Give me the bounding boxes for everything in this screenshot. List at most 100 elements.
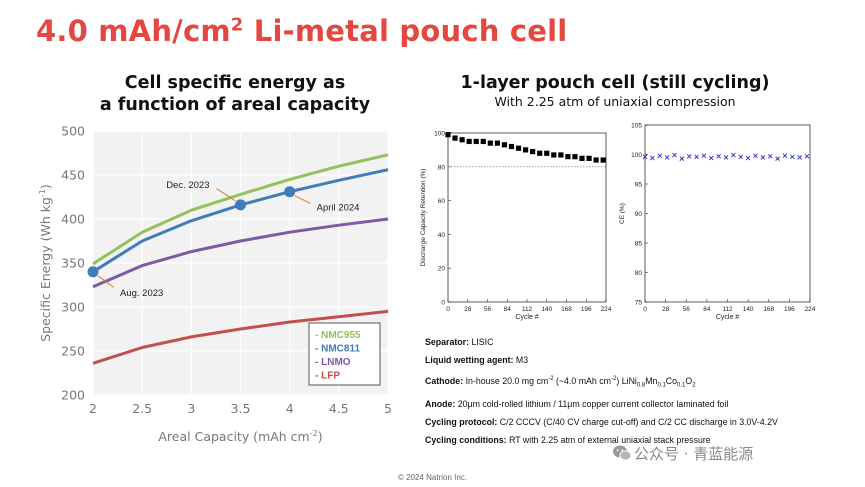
left-y-tick-label: 250 bbox=[61, 344, 85, 359]
ce-plot-frame bbox=[644, 124, 811, 303]
retention-x-tick-label: 84 bbox=[504, 306, 512, 313]
ce-data-point bbox=[686, 153, 692, 159]
ce-y-tick-label: 100 bbox=[631, 152, 642, 159]
ce-x-tick-label: 196 bbox=[784, 306, 795, 313]
left-x-tick-label: 2.5 bbox=[132, 401, 152, 416]
ce-data-point bbox=[797, 155, 803, 160]
ce-x-tick-label: 56 bbox=[683, 306, 691, 313]
retention-y-tick-label: 100 bbox=[434, 131, 445, 138]
left-x-tick-label: 3 bbox=[187, 401, 195, 416]
ce-data-point bbox=[738, 154, 744, 160]
condition-value: In-house 20.0 mg cm bbox=[463, 375, 549, 386]
cathode-formula-part: ) LiNi bbox=[616, 375, 637, 386]
cathode-formula-part: 0.1 bbox=[677, 382, 686, 389]
retention-data-point bbox=[579, 155, 585, 161]
milestone-point bbox=[235, 199, 246, 211]
left-chart-heading: Cell specific energy as a function of ar… bbox=[70, 72, 400, 116]
ce-y-tick-label: 75 bbox=[635, 300, 643, 307]
ce-y-axis-label: CE (%) bbox=[619, 203, 626, 224]
condition-label: Cathode: bbox=[425, 375, 464, 386]
ce-x-tick-label: 140 bbox=[743, 306, 754, 313]
ce-data-point bbox=[804, 153, 810, 159]
legend-item-lnmo: - LNMO bbox=[315, 357, 351, 368]
retention-plot-frame bbox=[447, 132, 607, 303]
retention-data-point bbox=[515, 145, 522, 151]
ce-y-tick-label: 95 bbox=[635, 182, 643, 189]
cathode-formula-part: Mn bbox=[645, 375, 658, 386]
retention-data-point bbox=[508, 143, 515, 150]
ce-data-point bbox=[753, 153, 758, 158]
left-x-tick-label: 3.5 bbox=[231, 401, 251, 416]
retention-x-tick-label: 0 bbox=[446, 306, 450, 313]
condition-row: Cycling conditions: RT with 2.25 atm of … bbox=[425, 431, 778, 449]
ce-x-tick-label: 84 bbox=[703, 306, 711, 313]
condition-value: M3 bbox=[513, 355, 529, 366]
condition-row: Cathode: In-house 20.0 mg cm-2 (~4.0 mAh… bbox=[425, 370, 778, 395]
condition-label: Anode: bbox=[425, 398, 456, 409]
condition-value: C/2 CCCV (C/40 CV charge cut-off) and C/… bbox=[497, 416, 778, 427]
left-heading-line1: Cell specific energy as bbox=[124, 73, 346, 93]
ce-y-tick-label: 90 bbox=[635, 211, 643, 218]
retention-y-axis-label: Discharge Capacity Retention (%) bbox=[420, 169, 427, 267]
cathode-formula-part: Co bbox=[665, 375, 678, 386]
ce-data-point bbox=[657, 153, 663, 158]
retention-data-point bbox=[522, 147, 529, 153]
left-y-tick-label: 300 bbox=[61, 300, 85, 315]
retention-data-point bbox=[473, 138, 479, 145]
retention-y-tick-label: 40 bbox=[438, 232, 446, 239]
left-heading-line2: a function of areal capacity bbox=[99, 95, 371, 115]
left-x-axis-label: Areal Capacity (mAh cm-2) bbox=[158, 429, 322, 444]
retention-data-point bbox=[452, 135, 458, 141]
slide-title: 4.0 mAh/cm2 Li-metal pouch cell bbox=[36, 14, 568, 48]
retention-x-tick-label: 140 bbox=[541, 306, 552, 313]
condition-label: Cycling conditions: bbox=[425, 435, 507, 446]
retention-y-tick-label: 80 bbox=[438, 164, 446, 171]
milestone-label: April 2024 bbox=[317, 203, 360, 214]
legend-item-nmc811: - NMC811 bbox=[315, 344, 360, 355]
copyright: © 2024 Natrion Inc. bbox=[397, 473, 468, 482]
retention-x-tick-label: 112 bbox=[522, 306, 533, 313]
retention-data-point bbox=[586, 155, 592, 161]
ce-data-point bbox=[723, 155, 729, 160]
condition-row: Liquid wetting agent: M3 bbox=[425, 351, 778, 369]
retention-data-point bbox=[494, 140, 500, 146]
ce-data-point bbox=[694, 154, 699, 160]
legend-item-nmc955: - NMC955 bbox=[315, 330, 361, 341]
milestone-point bbox=[87, 266, 99, 278]
ce-y-tick-label: 105 bbox=[631, 123, 642, 130]
cathode-formula-part: -2 bbox=[611, 375, 617, 382]
retention-data-point bbox=[551, 152, 557, 158]
left-y-tick-label: 200 bbox=[61, 388, 85, 403]
right-chart-subheading: With 2.25 atm of uniaxial compression bbox=[494, 94, 736, 109]
retention-x-tick-label: 168 bbox=[561, 306, 572, 313]
ce-data-point bbox=[642, 154, 648, 160]
ce-data-point bbox=[760, 155, 766, 160]
condition-label: Liquid wetting agent: bbox=[425, 355, 514, 366]
left-x-tick-label: 4 bbox=[286, 401, 294, 416]
cathode-formula-part: 0.8 bbox=[636, 382, 646, 389]
retention-data-point bbox=[530, 148, 536, 155]
milestone-label: Dec. 2023 bbox=[166, 180, 209, 191]
cathode-formula-part: O bbox=[685, 375, 693, 386]
left-x-tick-label: 2 bbox=[89, 401, 97, 416]
condition-value: RT with 2.25 atm of external uniaxial st… bbox=[506, 435, 711, 446]
ce-x-tick-label: 0 bbox=[643, 306, 647, 313]
retention-data-point bbox=[600, 157, 606, 163]
left-y-tick-label: 350 bbox=[61, 256, 85, 271]
test-conditions: Separator: LISIC Liquid wetting agent: M3… bbox=[425, 333, 778, 449]
condition-row: Anode: 20μm cold-rolled lithium / 11μm c… bbox=[425, 395, 778, 413]
ce-data-point bbox=[664, 155, 670, 160]
ce-x-tick-label: 28 bbox=[662, 306, 670, 313]
retention-data-point bbox=[459, 137, 465, 143]
ce-x-tick-label: 224 bbox=[805, 306, 816, 313]
retention-y-tick-label: 20 bbox=[438, 266, 446, 273]
ce-data-point bbox=[701, 153, 707, 158]
series-line-nmc955 bbox=[92, 153, 389, 266]
retention-data-point bbox=[487, 140, 493, 146]
ce-y-tick-label: 80 bbox=[635, 270, 643, 277]
series-line-lfp bbox=[92, 309, 389, 365]
ce-data-point bbox=[775, 156, 780, 161]
ce-x-axis-label: Cycle # bbox=[716, 314, 739, 321]
condition-row: Separator: LISIC bbox=[425, 333, 778, 351]
series-line-lnmo bbox=[92, 217, 389, 289]
